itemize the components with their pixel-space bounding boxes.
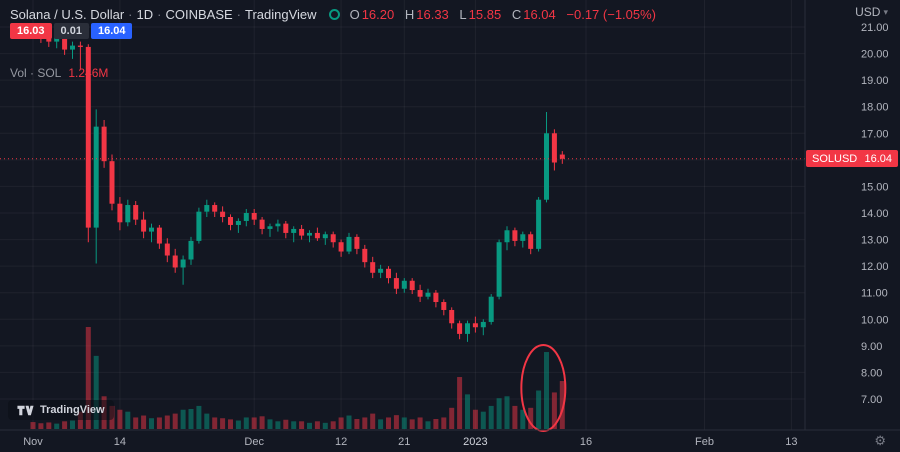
svg-text:15.00: 15.00	[861, 181, 889, 193]
svg-text:Feb: Feb	[695, 436, 714, 448]
open-label: O	[349, 7, 360, 22]
high-value: 16.33	[416, 7, 449, 22]
gear-icon[interactable]: ⚙	[874, 433, 886, 448]
candles	[30, 23, 565, 342]
close-label: C	[511, 7, 522, 22]
separator-dot: ·	[236, 7, 242, 22]
low-label: L	[459, 7, 467, 22]
buy-sell-row: 16.03 0.01 16.04	[10, 23, 134, 39]
svg-text:12: 12	[335, 436, 347, 448]
tradingview-logo-text: TradingView	[40, 404, 105, 416]
high-label: H	[404, 7, 415, 22]
svg-text:Dec: Dec	[244, 436, 264, 448]
volume-value: 1.246M	[68, 66, 109, 80]
svg-text:19.00: 19.00	[861, 75, 889, 87]
svg-text:13.00: 13.00	[861, 235, 889, 247]
price-tag-value: 16.04	[864, 152, 892, 165]
svg-text:2023: 2023	[463, 436, 487, 448]
svg-text:9.00: 9.00	[861, 341, 882, 353]
brand-label: TradingView	[245, 7, 317, 22]
separator-dot: ·	[157, 7, 162, 22]
svg-text:11.00: 11.00	[861, 288, 888, 300]
volume-legend-row: Vol · SOL 1.246M	[10, 66, 108, 80]
svg-text:20.00: 20.00	[861, 49, 889, 61]
drawing-ellipse[interactable]	[520, 344, 567, 432]
low-value: 15.85	[468, 7, 502, 22]
svg-text:18.00: 18.00	[861, 102, 889, 114]
change-value: −0.17 (−1.05%)	[566, 7, 657, 22]
tradingview-logo[interactable]: TradingView	[8, 400, 114, 420]
interval-label[interactable]: 1D	[136, 7, 154, 22]
svg-text:10.00: 10.00	[861, 314, 889, 326]
volume-bars	[30, 327, 565, 429]
separator-dot: ·	[128, 7, 133, 22]
svg-text:16: 16	[580, 436, 592, 448]
price-tag-symbol: SOLUSD	[812, 152, 858, 165]
spread-value: 0.01	[53, 23, 89, 39]
tradingview-logo-icon	[17, 405, 34, 415]
sell-price-button[interactable]: 16.03	[10, 23, 52, 39]
close-value: 16.04	[523, 7, 556, 22]
svg-text:21.00: 21.00	[861, 22, 889, 34]
svg-text:8.00: 8.00	[861, 367, 882, 379]
chevron-down-icon: ▾	[883, 6, 888, 17]
exchange-label[interactable]: COINBASE	[165, 7, 233, 22]
volume-indicator-label[interactable]: Vol · SOL	[10, 66, 62, 80]
live-status-icon[interactable]	[328, 9, 340, 20]
legend-row-main: Solana / U.S. Dollar · 1D · COINBASE · T…	[10, 7, 656, 22]
symbol-title[interactable]: Solana / U.S. Dollar	[10, 7, 125, 22]
currency-label: USD	[855, 5, 881, 19]
svg-text:12.00: 12.00	[861, 261, 889, 273]
svg-text:17.00: 17.00	[861, 128, 889, 140]
svg-text:7.00: 7.00	[861, 394, 882, 406]
price-scale[interactable]: 21.0020.0019.0018.0017.0016.0015.0014.00…	[861, 22, 889, 406]
svg-text:13: 13	[785, 436, 797, 448]
svg-text:21: 21	[398, 436, 410, 448]
buy-price-button[interactable]: 16.04	[90, 23, 133, 39]
svg-text:Nov: Nov	[23, 436, 43, 448]
last-price-tag: SOLUSD 16.04	[806, 150, 898, 167]
svg-text:14: 14	[114, 436, 126, 448]
svg-text:14.00: 14.00	[861, 208, 889, 220]
currency-selector[interactable]: USD ▾	[855, 5, 888, 19]
time-scale[interactable]: Nov 14 Dec 12 21 2023 16 Feb 13	[23, 436, 797, 448]
ohlc-readout: O 16.20 H 16.33 L 15.85 C 16.04 −0.17 (−1.05…	[350, 7, 656, 22]
open-value: 16.20	[361, 7, 395, 22]
